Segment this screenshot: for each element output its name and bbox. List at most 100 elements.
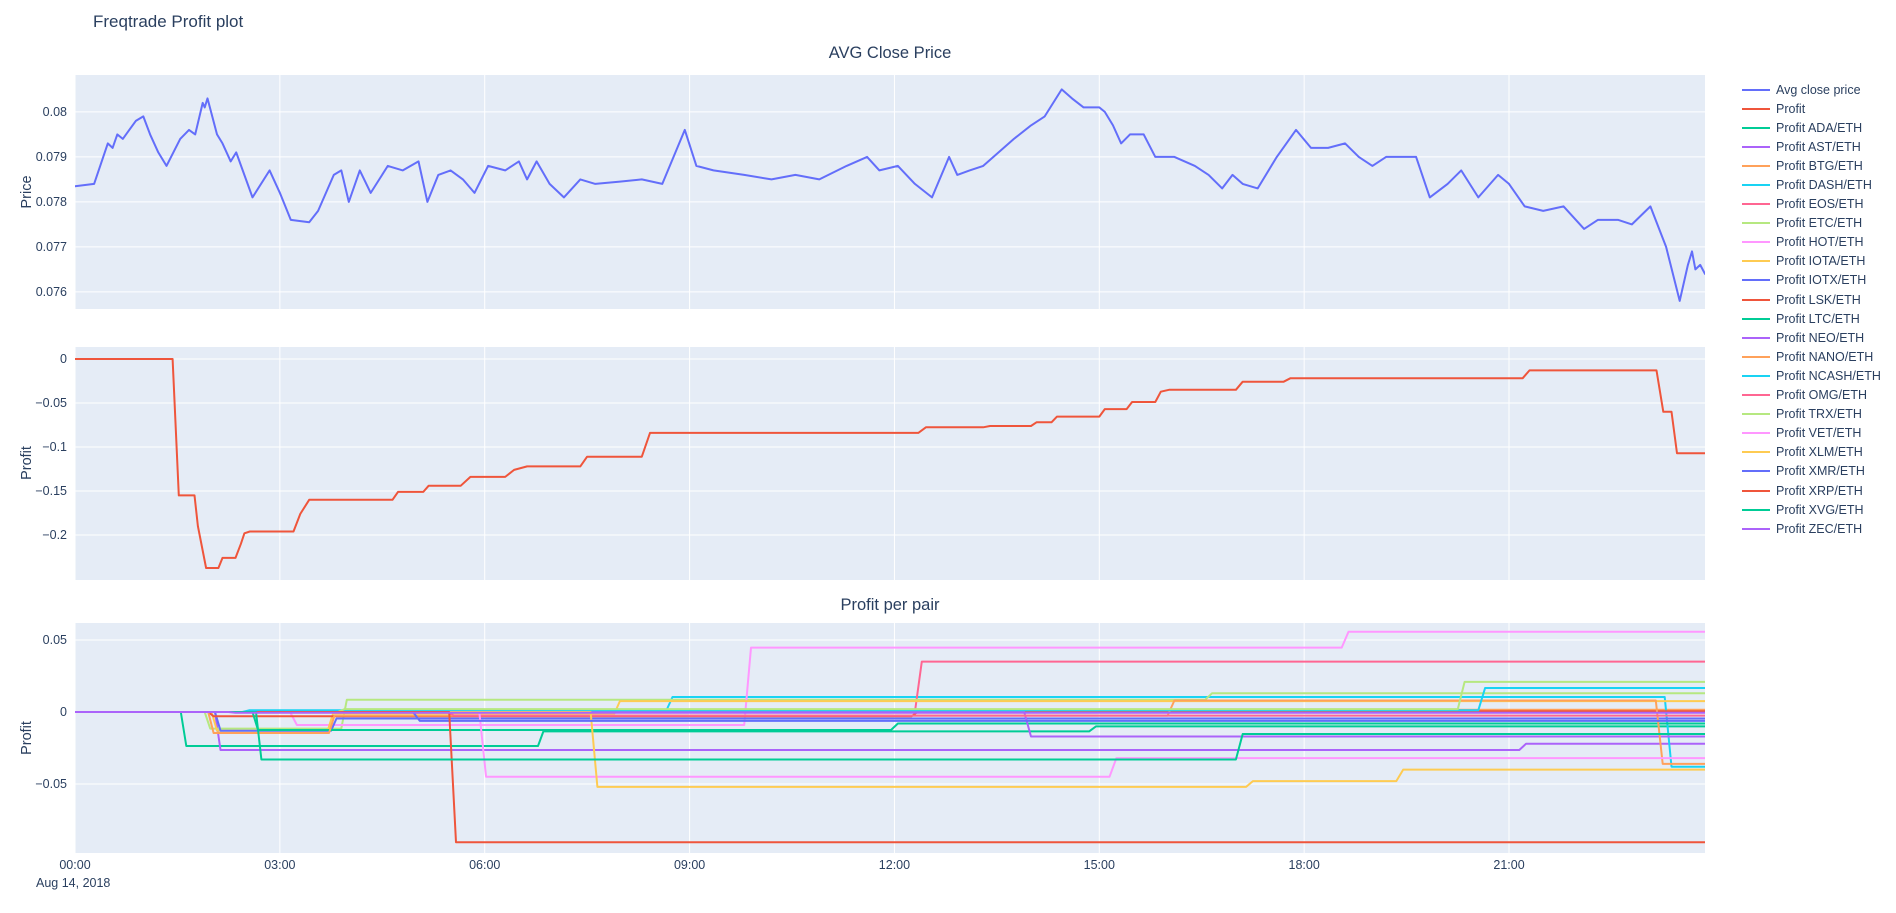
legend-item-profit-dash-eth[interactable]: Profit DASH/ETH [1742, 175, 1881, 194]
legend-item-profit-btg-eth[interactable]: Profit BTG/ETH [1742, 156, 1881, 175]
legend-item-label: Profit ZEC/ETH [1776, 521, 1863, 536]
page-title: Freqtrade Profit plot [93, 12, 244, 31]
plot-area-avg-close-price[interactable] [75, 75, 1705, 309]
legend-item-profit-omg-eth[interactable]: Profit OMG/ETH [1742, 386, 1881, 405]
legend-line-icon [1742, 298, 1770, 301]
legend-item-profit-vet-eth[interactable]: Profit VET/ETH [1742, 424, 1881, 443]
legend-item-profit-xlm-eth[interactable]: Profit XLM/ETH [1742, 443, 1881, 462]
legend-item-label: Profit NCASH/ETH [1776, 368, 1881, 383]
y-tick-label: −0.05 [35, 777, 67, 791]
legend-item-label: Profit IOTA/ETH [1776, 254, 1866, 269]
legend-item-profit[interactable]: Profit [1742, 99, 1881, 118]
legend-item-label: Profit EOS/ETH [1776, 197, 1864, 212]
legend-line-icon [1742, 222, 1770, 225]
legend-item-profit-hot-eth[interactable]: Profit HOT/ETH [1742, 233, 1881, 252]
x-tick-label: 15:00 [1083, 858, 1115, 872]
legend-line-icon [1742, 107, 1770, 110]
legend-item-profit-etc-eth[interactable]: Profit ETC/ETH [1742, 214, 1881, 233]
y-tick-label: 0.079 [35, 149, 67, 164]
legend-item-label: Profit BTG/ETH [1776, 158, 1863, 173]
series-line-avg-close-price[interactable] [75, 88, 1705, 302]
legend-item-label: Profit OMG/ETH [1776, 388, 1867, 403]
subplot-title-avg-close-price: AVG Close Price [828, 44, 952, 62]
y-tick-label: 0.076 [35, 284, 67, 299]
legend-line-icon [1742, 126, 1770, 129]
series-line-profit-hot-eth[interactable] [75, 630, 1705, 726]
legend-item-label: Profit VET/ETH [1776, 426, 1862, 441]
legend-item-label: Profit XVG/ETH [1776, 502, 1864, 517]
legend-item-label: Profit LTC/ETH [1776, 311, 1860, 326]
legend-line-icon [1742, 260, 1770, 263]
y-tick-label: 0.078 [35, 194, 67, 209]
legend-item-profit-ltc-eth[interactable]: Profit LTC/ETH [1742, 309, 1881, 328]
legend-item-profit-neo-eth[interactable]: Profit NEO/ETH [1742, 328, 1881, 347]
avg-close-price-canvas[interactable] [75, 75, 1705, 309]
legend-item-label: Profit NEO/ETH [1776, 330, 1865, 345]
plot-area-combined-profit[interactable] [75, 347, 1705, 580]
y-axis-title-profit-pairs: Profit [19, 721, 35, 755]
legend-item-profit-iota-eth[interactable]: Profit IOTA/ETH [1742, 252, 1881, 271]
legend-item-profit-zec-eth[interactable]: Profit ZEC/ETH [1742, 519, 1881, 538]
legend-item-profit-iotx-eth[interactable]: Profit IOTX/ETH [1742, 271, 1881, 290]
series-line-profit-zec-eth[interactable] [75, 711, 1705, 714]
legend-item-profit-xrp-eth[interactable]: Profit XRP/ETH [1742, 481, 1881, 500]
legend-line-icon [1742, 432, 1770, 435]
legend-line-icon [1742, 508, 1770, 511]
legend-item-label: Profit XRP/ETH [1776, 483, 1863, 498]
legend-line-icon [1742, 88, 1770, 91]
x-tick-label: 06:00 [469, 858, 501, 872]
legend-item-label: Profit TRX/ETH [1776, 407, 1862, 422]
legend-item-avg-close-price[interactable]: Avg close price [1742, 80, 1881, 99]
x-axis-date-label: Aug 14, 2018 [36, 876, 111, 890]
legend-line-icon [1742, 336, 1770, 339]
series-line-profit[interactable] [75, 358, 1705, 569]
y-tick-label: −0.2 [42, 528, 67, 543]
legend-line-icon [1742, 145, 1770, 148]
y-tick-label: −0.05 [35, 395, 67, 410]
legend-line-icon [1742, 184, 1770, 187]
legend-line-icon [1742, 164, 1770, 167]
x-tick-label: 12:00 [878, 858, 911, 872]
combined-profit-canvas[interactable] [75, 347, 1705, 580]
profit-per-pair-canvas[interactable] [75, 623, 1705, 853]
y-tick-label: −0.15 [35, 484, 67, 498]
legend-item-profit-trx-eth[interactable]: Profit TRX/ETH [1742, 405, 1881, 424]
legend-line-icon [1742, 355, 1770, 358]
legend-item-label: Profit DASH/ETH [1776, 178, 1872, 193]
legend-item-profit-xvg-eth[interactable]: Profit XVG/ETH [1742, 500, 1881, 519]
legend-item-profit-lsk-eth[interactable]: Profit LSK/ETH [1742, 290, 1881, 309]
legend-line-icon [1742, 470, 1770, 473]
legend-line-icon [1742, 413, 1770, 416]
y-tick-label: 0 [60, 705, 67, 719]
x-tick-label: 03:00 [264, 858, 296, 872]
legend-item-profit-ast-eth[interactable]: Profit AST/ETH [1742, 137, 1881, 156]
legend-line-icon [1742, 317, 1770, 320]
series-line-profit-eos-eth[interactable] [75, 660, 1705, 713]
legend-item-profit-eos-eth[interactable]: Profit EOS/ETH [1742, 195, 1881, 214]
series-line-profit-xlm-eth[interactable] [75, 711, 1705, 788]
legend-item-label: Profit NANO/ETH [1776, 349, 1874, 364]
legend-line-icon [1742, 279, 1770, 282]
legend-item-label: Profit IOTX/ETH [1776, 273, 1867, 288]
y-tick-label: −0.1 [42, 439, 67, 454]
legend-item-label: Profit LSK/ETH [1776, 292, 1861, 307]
legend-item-profit-nano-eth[interactable]: Profit NANO/ETH [1742, 347, 1881, 366]
x-tick-label: 18:00 [1288, 858, 1320, 872]
legend-item-label: Profit HOT/ETH [1776, 235, 1864, 250]
legend-item-profit-ncash-eth[interactable]: Profit NCASH/ETH [1742, 366, 1881, 385]
legend-line-icon [1742, 374, 1770, 377]
y-tick-label: 0 [60, 351, 67, 366]
plot-area-profit-per-pair[interactable] [75, 623, 1705, 853]
legend-item-profit-xmr-eth[interactable]: Profit XMR/ETH [1742, 462, 1881, 481]
y-tick-label: 0.05 [42, 632, 67, 647]
y-tick-label: 0.08 [42, 104, 67, 119]
series-line-profit-ada-eth[interactable] [75, 711, 1705, 747]
legend-item-profit-ada-eth[interactable]: Profit ADA/ETH [1742, 118, 1881, 137]
legend-item-label: Profit ETC/ETH [1776, 216, 1863, 231]
subplot-title-profit-per-pair: Profit per pair [840, 596, 940, 614]
legend-item-label: Profit AST/ETH [1776, 139, 1861, 154]
legend: Avg close price Profit Profit ADA/ETH Profi… [1742, 80, 1881, 538]
legend-item-label: Profit XLM/ETH [1776, 445, 1863, 460]
legend-item-label: Profit ADA/ETH [1776, 120, 1863, 135]
